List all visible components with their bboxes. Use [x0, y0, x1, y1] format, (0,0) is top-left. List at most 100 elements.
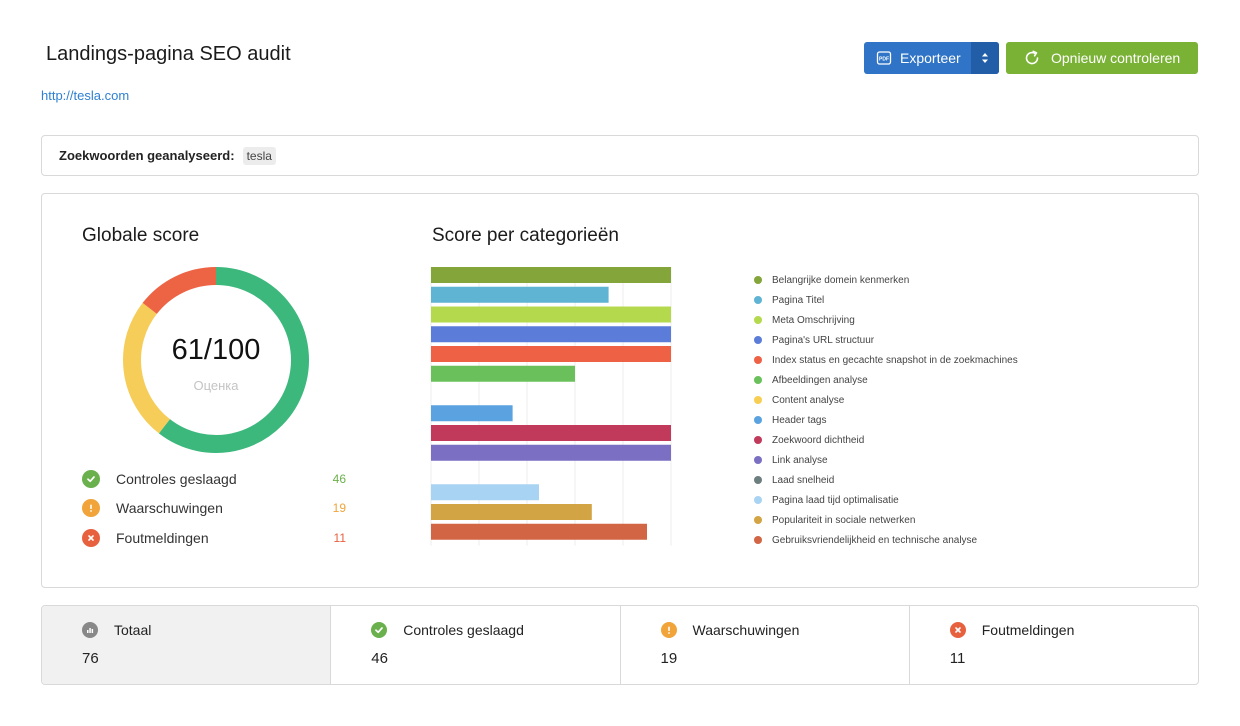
x-tick-label: 20%	[470, 552, 488, 554]
up-down-arrows-icon	[982, 53, 988, 63]
x-tick-label: 80%	[614, 552, 632, 554]
legend-errors-count: 11	[333, 531, 346, 545]
totals-warnings-value: 19	[660, 650, 678, 667]
category-legend-item: Header tags	[752, 410, 1018, 430]
category-legend-item: Pagina Titel	[752, 290, 1018, 310]
category-legend-item: Gebruiksvriendelijkheid en technische an…	[752, 530, 1018, 550]
totals-errors-label: Foutmeldingen	[981, 622, 1075, 638]
bar-8	[431, 425, 671, 441]
global-score-donut	[123, 267, 309, 453]
category-score-title: Score per categorieën	[432, 225, 619, 246]
legend-warnings: Waarschuwingen 19	[82, 498, 346, 518]
legend-dot-icon	[754, 456, 762, 464]
category-legend-label: Laad snelheid	[772, 474, 835, 486]
export-button[interactable]: PDF Exporteer	[864, 42, 999, 74]
totals-total-value: 76	[82, 650, 99, 667]
category-bar-chart: 0% 20% 40% 60% 80% 100%	[426, 267, 683, 554]
bar-3	[431, 326, 671, 343]
bar-2	[431, 306, 671, 323]
bar-7	[431, 405, 513, 422]
category-legend-item: Afbeeldingen analyse	[752, 370, 1018, 390]
bar-1	[431, 286, 609, 303]
category-legend-label: Header tags	[772, 414, 827, 426]
totals-total-label: Totaal	[114, 622, 152, 638]
category-legend-label: Meta Omschrijving	[772, 314, 855, 326]
x-tick-label: 0%	[426, 552, 438, 554]
legend-dot-icon	[754, 416, 762, 424]
category-legend-item: Laad snelheid	[752, 470, 1018, 490]
category-legend-label: Zoekwoord dichtheid	[772, 434, 865, 446]
export-options-toggle[interactable]	[971, 42, 999, 74]
export-main[interactable]: PDF Exporteer	[864, 42, 971, 74]
legend-dot-icon	[754, 476, 762, 484]
legend-passed-count: 46	[332, 472, 346, 486]
category-legend-label: Gebruiksvriendelijkheid en technische an…	[772, 534, 978, 546]
legend-dot-icon	[754, 316, 762, 324]
category-legend-item: Index status en gecachte snapshot in de …	[752, 350, 1018, 370]
category-legend: Belangrijke domein kenmerken Pagina Titel…	[752, 270, 1018, 550]
recheck-label: Opnieuw controleren	[1051, 50, 1181, 66]
category-legend-item: Meta Omschrijving	[752, 310, 1018, 330]
totals-total: Totaal 76	[42, 606, 331, 684]
recheck-button[interactable]: Opnieuw controleren	[1006, 42, 1198, 74]
x-icon	[949, 622, 966, 638]
pdf-icon: PDF	[876, 50, 892, 66]
check-icon	[82, 470, 100, 488]
totals-warnings-label: Waarschuwingen	[692, 622, 800, 638]
check-icon	[371, 622, 388, 638]
exclamation-icon	[82, 499, 100, 517]
legend-dot-icon	[754, 396, 762, 404]
exclamation-icon	[660, 622, 677, 638]
x-icon	[82, 529, 100, 547]
category-legend-label: Afbeeldingen analyse	[772, 374, 868, 386]
bar-9	[431, 444, 671, 461]
category-legend-item: Pagina laad tijd optimalisatie	[752, 490, 1018, 510]
category-legend-item: Content analyse	[752, 390, 1018, 410]
bar-0	[431, 267, 671, 283]
legend-dot-icon	[754, 336, 762, 344]
keywords-bar: Zoekwoorden geanalyseerd: tesla	[41, 135, 1199, 176]
category-legend-item: Populariteit in sociale netwerken	[752, 510, 1018, 530]
category-legend-label: Pagina laad tijd optimalisatie	[772, 494, 899, 506]
legend-dot-icon	[754, 536, 762, 544]
category-legend-label: Populariteit in sociale netwerken	[772, 514, 916, 526]
donut-segment-0	[158, 267, 309, 453]
totals-bar: Totaal 76 Controles geslaagd 46 Waarschu…	[41, 605, 1199, 685]
page-url-link[interactable]: http://tesla.com	[41, 88, 130, 103]
legend-warnings-label: Waarschuwingen	[116, 500, 223, 516]
bar-5	[431, 365, 575, 382]
donut-segment-1	[123, 302, 171, 434]
bar-11	[431, 484, 539, 501]
category-legend-item: Zoekwoord dichtheid	[752, 430, 1018, 450]
legend-dot-icon	[754, 436, 762, 444]
legend-dot-icon	[754, 296, 762, 304]
category-legend-label: Content analyse	[772, 394, 845, 406]
legend-warnings-count: 19	[332, 501, 346, 515]
global-score-subtitle: Оценка	[193, 378, 239, 393]
totals-passed: Controles geslaagd 46	[330, 606, 619, 684]
x-tick-label: 40%	[518, 552, 536, 554]
totals-errors-value: 11	[949, 650, 966, 667]
x-tick-label: 100%	[659, 552, 682, 554]
bar-13	[431, 523, 647, 540]
bar-chart-icon	[82, 622, 98, 638]
keywords-label: Zoekwoorden geanalyseerd:	[59, 148, 235, 163]
global-score-value: 61/100	[171, 334, 261, 366]
totals-passed-label: Controles geslaagd	[403, 622, 524, 638]
category-legend-label: Index status en gecachte snapshot in de …	[772, 354, 1018, 366]
category-legend-label: Link analyse	[772, 454, 828, 466]
refresh-icon	[1025, 50, 1039, 65]
legend-errors-label: Foutmeldingen	[116, 530, 209, 546]
category-legend-item: Belangrijke domein kenmerken	[752, 270, 1018, 290]
bar-4	[431, 346, 671, 362]
donut-segment-2	[142, 267, 217, 315]
category-legend-label: Belangrijke domein kenmerken	[772, 274, 910, 286]
legend-passed: Controles geslaagd 46	[82, 469, 346, 489]
legend-dot-icon	[754, 376, 762, 384]
category-legend-item: Link analyse	[752, 450, 1018, 470]
totals-errors: Foutmeldingen 11	[908, 606, 1198, 684]
svg-text:PDF: PDF	[879, 57, 889, 63]
page-title: Landings-pagina SEO audit	[46, 43, 291, 65]
legend-dot-icon	[754, 496, 762, 504]
legend-errors: Foutmeldingen 11	[82, 528, 346, 548]
